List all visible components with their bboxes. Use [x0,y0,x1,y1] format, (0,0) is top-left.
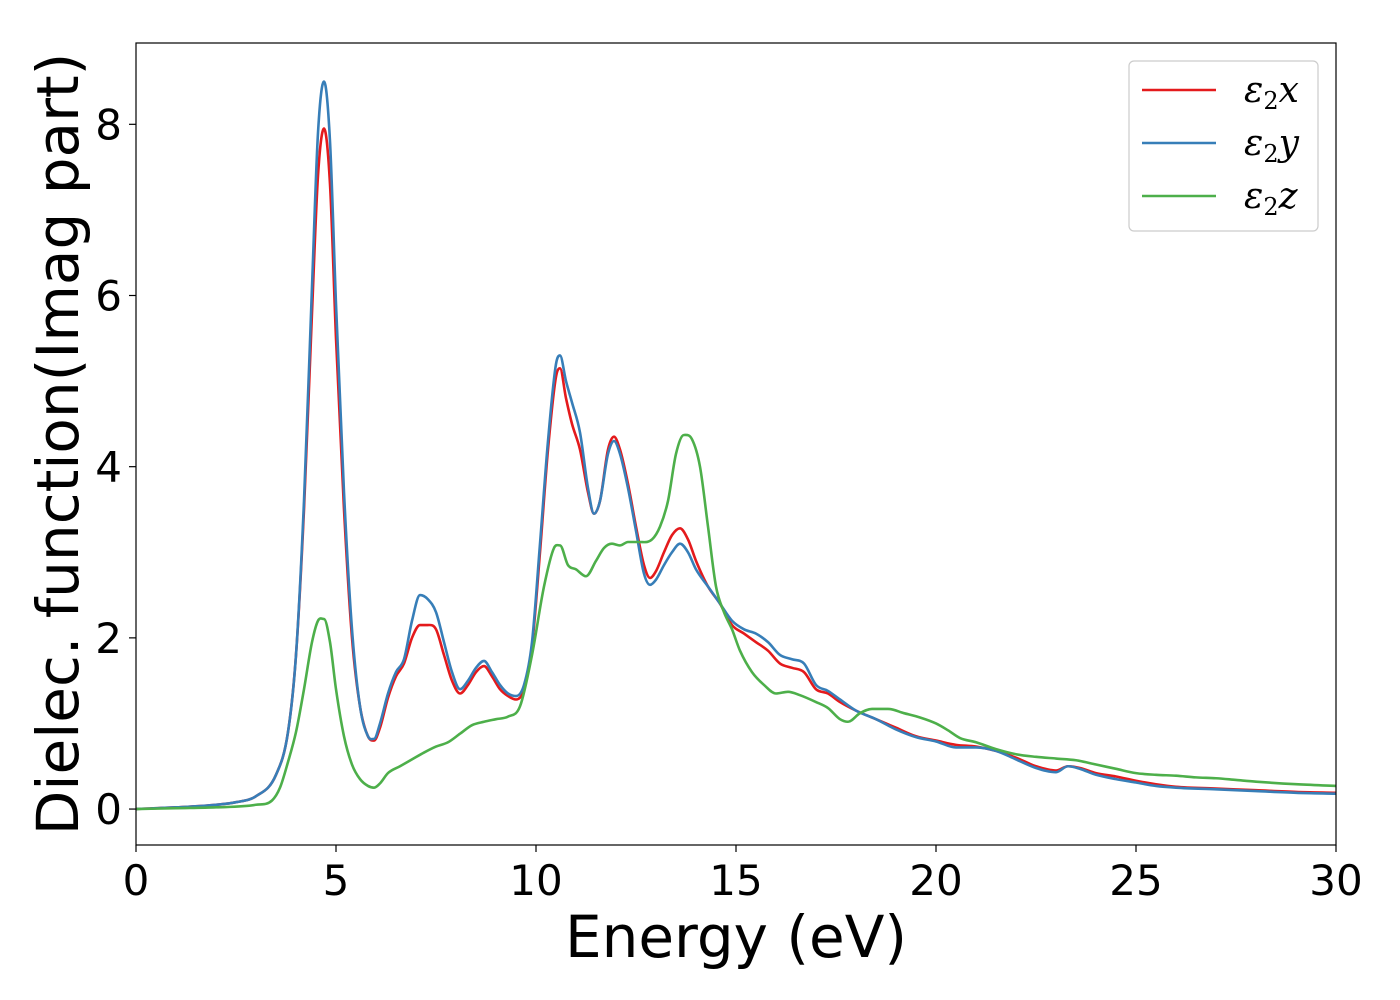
y-tick-label: 2 [95,614,122,663]
legend-entry-z: ε2z [1244,176,1299,221]
y-tick-label: 0 [95,785,122,834]
y-tick-label: 8 [95,100,122,149]
y-tick-label: 4 [95,443,122,492]
y-tick-label: 6 [95,271,122,320]
legend-entry-y: ε2y [1244,123,1300,168]
x-tick-label: 20 [909,856,962,905]
x-tick-label: 15 [709,856,762,905]
y-axis-label: Dielec. function(Imag part) [24,53,92,836]
x-tick-label: 0 [123,856,150,905]
series-line-z [136,433,1336,811]
x-axis-ticks: 0 5 10 15 20 25 30 [123,845,1363,905]
x-axis-label: Energy (eV) [565,903,907,971]
legend-entry-x: ε2x [1244,70,1299,115]
legend-box [1128,60,1319,232]
x-tick-label: 25 [1109,856,1162,905]
x-tick-label: 5 [323,856,350,905]
legend: ε2x ε2y ε2z [1128,60,1319,232]
y-axis-ticks: 0 2 4 6 8 [95,100,136,834]
series-line-y [136,80,1336,811]
series-layer [136,80,1336,811]
x-tick-label: 10 [509,856,562,905]
x-tick-label: 30 [1309,856,1362,905]
